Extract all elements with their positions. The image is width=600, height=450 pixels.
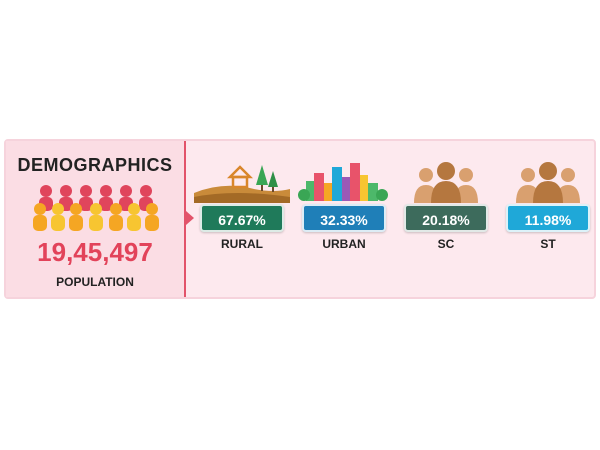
stat-urban: 32.33% URBAN xyxy=(296,141,392,291)
urban-label: URBAN xyxy=(322,237,366,251)
people-group-icon xyxy=(414,162,478,203)
stat-rural: 67.67% RURAL xyxy=(194,141,290,291)
city-buildings-icon xyxy=(298,163,388,201)
people-group-icon xyxy=(516,162,580,203)
demographics-card: DEMOGRAPHICS xyxy=(4,139,596,299)
population-panel: DEMOGRAPHICS xyxy=(6,141,186,297)
population-label: POPULATION xyxy=(56,275,134,289)
panel-title: DEMOGRAPHICS xyxy=(17,155,173,175)
population-value: 19,45,497 xyxy=(37,237,153,267)
urban-percentage: 32.33% xyxy=(302,204,386,232)
panel-pointer xyxy=(186,211,194,225)
stat-st: 11.98% ST xyxy=(500,141,596,291)
crowd-icon xyxy=(33,185,159,231)
sc-percentage: 20.18% xyxy=(404,204,488,232)
rural-landscape-icon xyxy=(194,165,290,203)
rural-label: RURAL xyxy=(221,237,263,251)
st-label: ST xyxy=(540,237,556,251)
stat-sc: 20.18% SC xyxy=(398,141,494,291)
rural-percentage: 67.67% xyxy=(200,204,284,232)
st-percentage: 11.98% xyxy=(506,204,590,232)
sc-label: SC xyxy=(437,237,455,251)
